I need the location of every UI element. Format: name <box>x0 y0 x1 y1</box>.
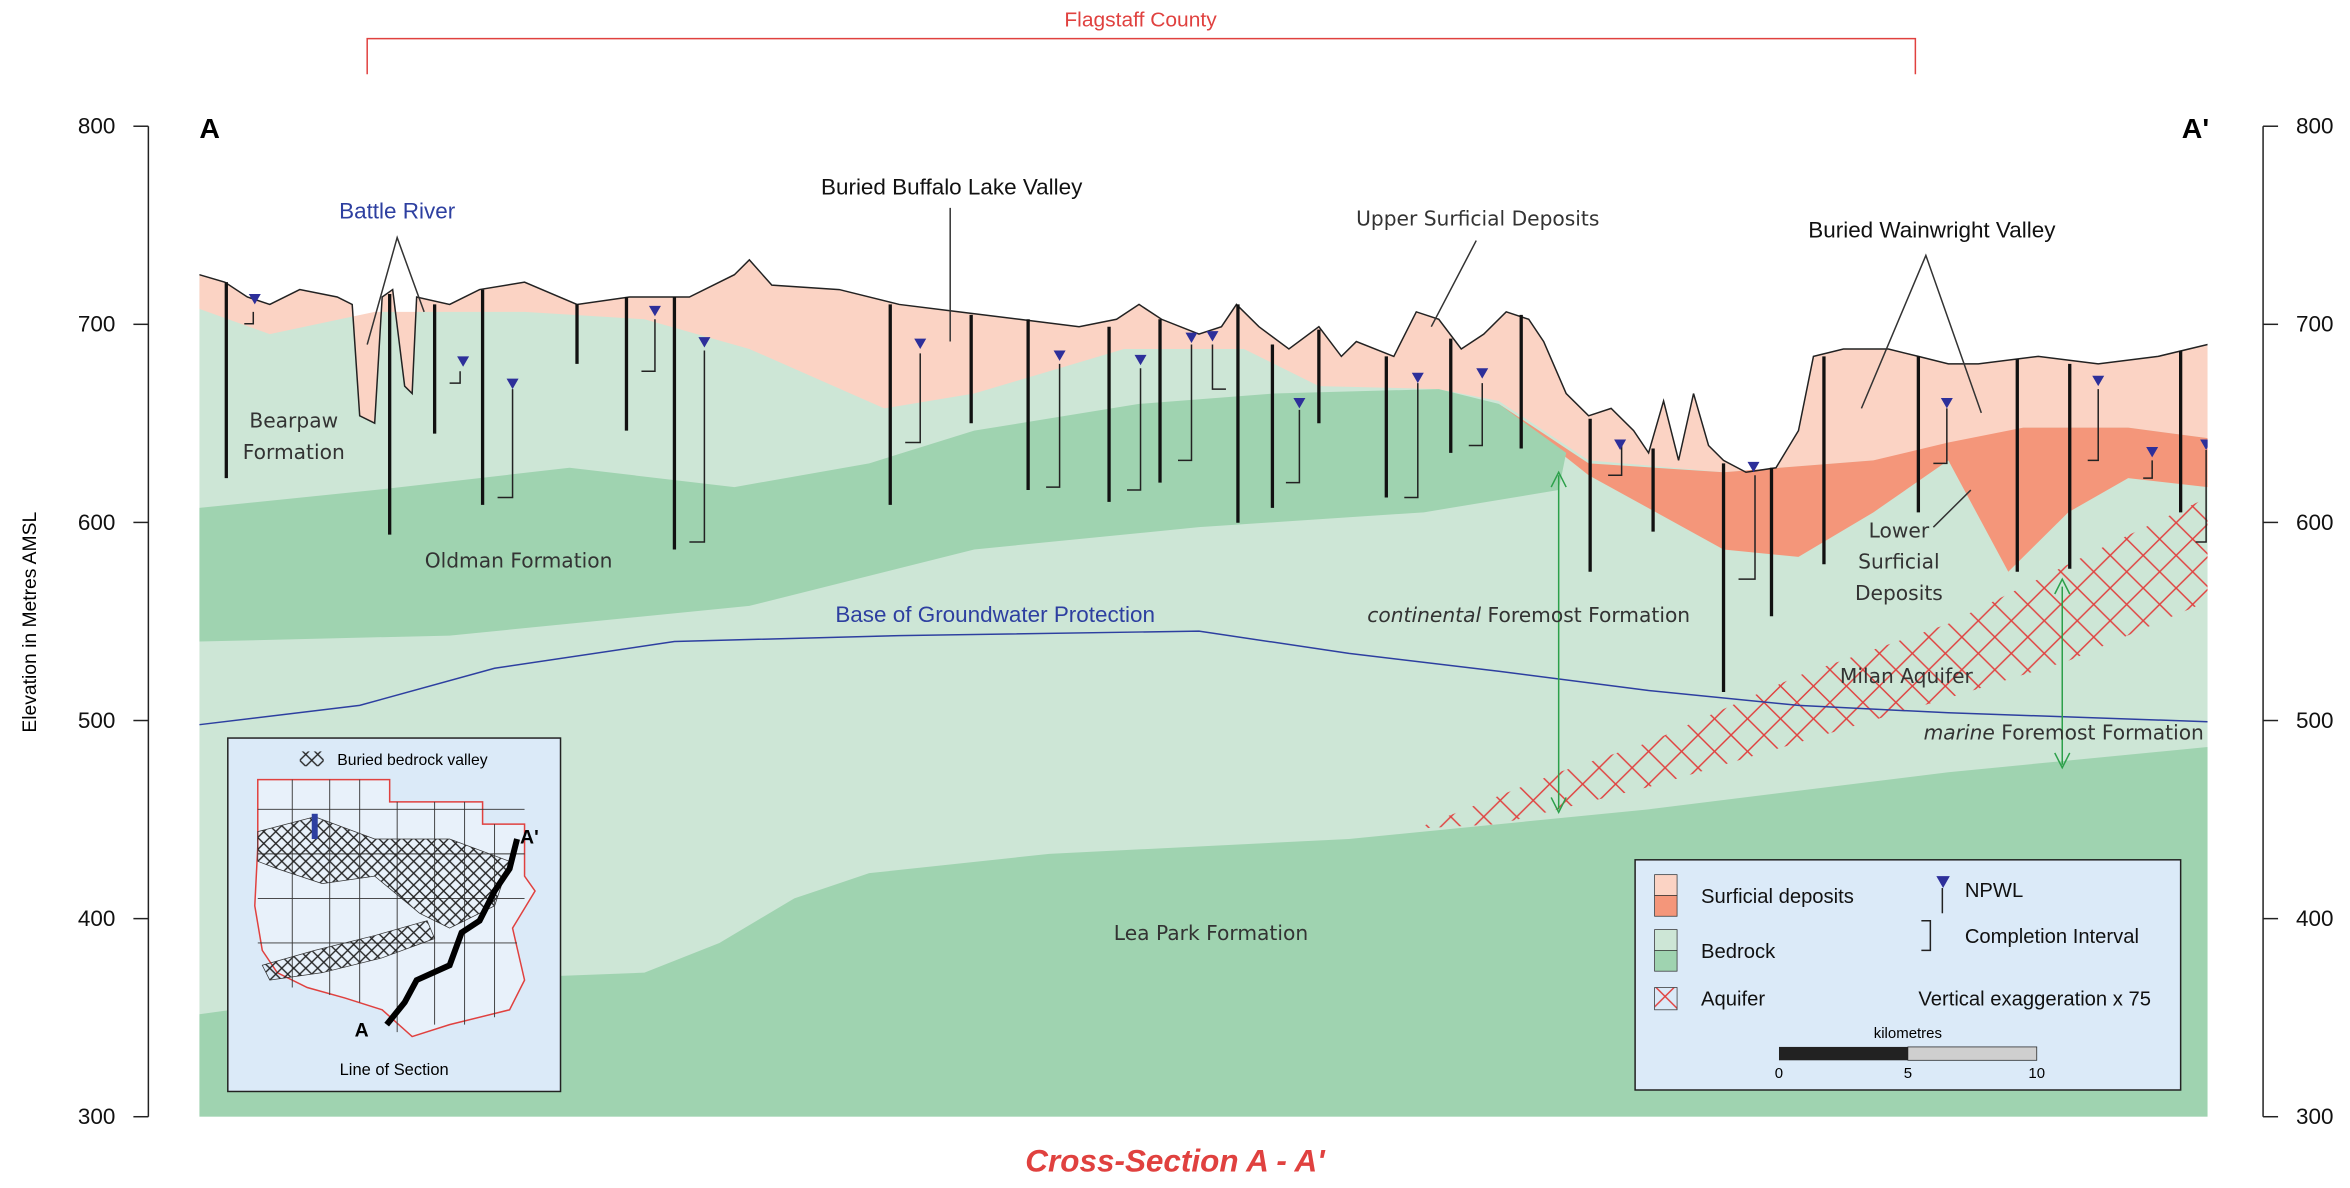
title: Cross-Section A - A' <box>1025 1144 1326 1179</box>
continental-label: continental Foremost Formation <box>1367 603 1690 627</box>
tick-label: 600 <box>2296 510 2333 535</box>
legend-item: NPWL <box>1965 880 2023 902</box>
scale-tick: 5 <box>1904 1066 1912 1082</box>
county-bracket <box>367 39 1915 75</box>
milan-label: Milan Aquifer <box>1840 664 1974 688</box>
inset-legend: Buried bedrock valley <box>337 752 488 769</box>
legend-item: Surficial deposits <box>1701 886 1854 908</box>
inset-caption: Line of Section <box>340 1061 449 1079</box>
scale-tick: 10 <box>2028 1066 2045 1082</box>
section-end: A' <box>2182 113 2209 145</box>
inset-map: Buried bedrock valley A A' Line of Secti… <box>228 738 561 1091</box>
cross-section: Flagstaff County 800 <box>0 0 2350 1188</box>
inset-end: A' <box>520 827 539 849</box>
tick-label: 500 <box>78 708 115 733</box>
base-gw-label: Base of Groundwater Protection <box>835 602 1155 627</box>
exaggeration: Vertical exaggeration x 75 <box>1918 988 2151 1010</box>
legend: Surficial deposits Bedrock Aquifer NPWL … <box>1635 860 2181 1090</box>
tick-label: 800 <box>78 114 115 139</box>
lea-park-label: Lea Park Formation <box>1114 921 1308 945</box>
tick-label: 400 <box>78 906 115 931</box>
buried-wainwright: Buried Wainwright Valley <box>1808 218 2056 243</box>
tick-label: 400 <box>2296 906 2333 931</box>
tick-label: 500 <box>2296 708 2333 733</box>
tick-label: 800 <box>2296 114 2333 139</box>
scale-title: kilometres <box>1874 1026 1942 1042</box>
marine-label: marine Foremost Formation <box>1924 721 2204 745</box>
legend-item: Completion Interval <box>1965 926 2139 948</box>
tick-label: 700 <box>2296 312 2333 337</box>
buried-buffalo: Buried Buffalo Lake Valley <box>821 175 1083 200</box>
upper-surficial-label: Upper Surficial Deposits <box>1356 207 1599 231</box>
scale-tick: 0 <box>1775 1066 1783 1082</box>
tick-label: 300 <box>78 1104 115 1129</box>
oldman-label: Oldman Formation <box>425 548 613 572</box>
legend-item: Aquifer <box>1701 988 1765 1010</box>
county-label: Flagstaff County <box>1064 9 1217 32</box>
legend-item: Bedrock <box>1701 941 1776 963</box>
axis-label: Elevation in Metres AMSL <box>19 512 41 733</box>
tick-label: 600 <box>78 510 115 535</box>
battle-river: Battle River <box>339 198 456 223</box>
tick-label: 700 <box>78 312 115 337</box>
inset-start: A <box>355 1020 369 1042</box>
section-start: A <box>199 113 220 145</box>
tick-label: 300 <box>2296 1104 2333 1129</box>
